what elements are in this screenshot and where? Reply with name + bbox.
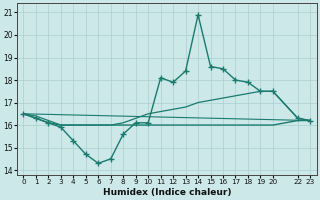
X-axis label: Humidex (Indice chaleur): Humidex (Indice chaleur) bbox=[103, 188, 231, 197]
